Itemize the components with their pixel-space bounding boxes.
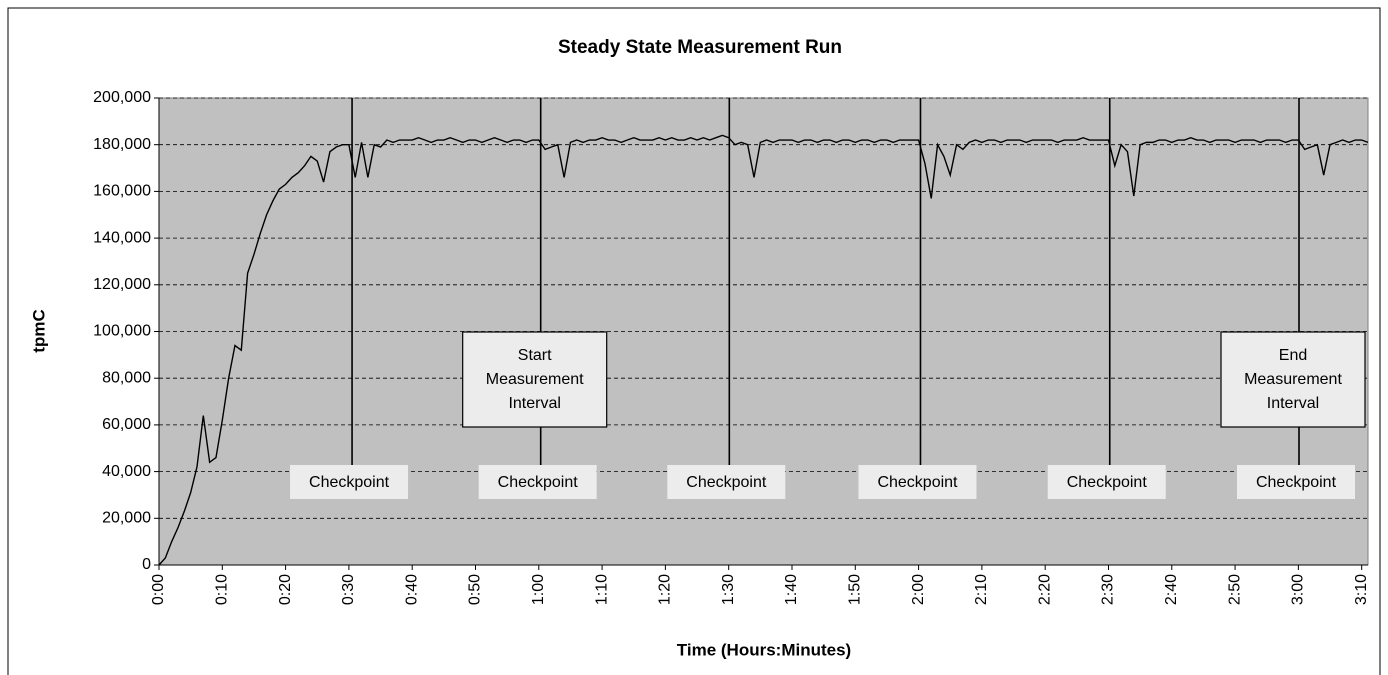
y-tick-label: 120,000 — [93, 276, 151, 293]
x-tick-label: 0:40 — [403, 574, 420, 605]
y-tick-label: 0 — [142, 556, 151, 573]
x-tick-label: 3:00 — [1290, 574, 1307, 605]
y-tick-label: 180,000 — [93, 136, 151, 153]
x-tick-label: 0:30 — [340, 574, 357, 605]
annotation-text: Interval — [1267, 395, 1319, 412]
x-tick-label: 0:50 — [467, 574, 484, 605]
y-tick-label: 200,000 — [93, 89, 151, 106]
y-tick-label: 40,000 — [102, 463, 151, 480]
x-tick-label: 2:00 — [910, 574, 927, 605]
checkpoint-label: Checkpoint — [1256, 474, 1337, 491]
series-line — [158, 134, 1369, 566]
annotation-text: End — [1279, 347, 1307, 364]
x-tick-label: 2:20 — [1036, 574, 1053, 605]
y-tick-label: 100,000 — [93, 323, 151, 340]
checkpoint-label: Checkpoint — [686, 474, 767, 491]
x-tick-label: 1:30 — [720, 574, 737, 605]
x-tick-label: 1:20 — [657, 574, 674, 605]
checkpoint-box — [667, 465, 786, 499]
checkpoint-box — [1237, 465, 1356, 499]
annotation-text: Measurement — [486, 371, 584, 388]
x-tick-label: 1:00 — [530, 574, 547, 605]
x-tick-label: 2:10 — [973, 574, 990, 605]
x-tick-label: 2:30 — [1100, 574, 1117, 605]
y-tick-label: 80,000 — [102, 369, 151, 386]
x-tick-label: 0:00 — [150, 574, 167, 605]
checkpoint-label: Checkpoint — [1067, 474, 1148, 491]
x-axis-label: Time (Hours:Minutes) — [677, 640, 851, 659]
y-tick-label: 160,000 — [93, 183, 151, 200]
x-tick-label: 1:40 — [783, 574, 800, 605]
checkpoint-box — [290, 465, 409, 499]
y-tick-label: 20,000 — [102, 510, 151, 527]
annotation-text: Start — [518, 347, 552, 364]
x-tick-label: 0:10 — [214, 574, 231, 605]
annotation-text: Measurement — [1244, 371, 1342, 388]
x-tick-label: 0:20 — [277, 574, 294, 605]
checkpoint-label: Checkpoint — [877, 474, 958, 491]
checkpoint-label: Checkpoint — [498, 474, 579, 491]
annotation-box — [1220, 331, 1366, 428]
y-tick-label: 140,000 — [93, 229, 151, 246]
x-tick-label: 1:50 — [847, 574, 864, 605]
checkpoint-label: Checkpoint — [309, 474, 390, 491]
y-axis-label: tpmC — [29, 309, 48, 352]
x-tick-label: 3:10 — [1353, 574, 1370, 605]
y-tick-label: 60,000 — [102, 416, 151, 433]
chart-title: Steady State Measurement Run — [558, 37, 842, 58]
checkpoint-box — [858, 465, 977, 499]
x-tick-label: 2:50 — [1226, 574, 1243, 605]
x-tick-label: 2:40 — [1163, 574, 1180, 605]
annotation-text: Interval — [508, 395, 560, 412]
annotation-box — [462, 331, 608, 428]
x-tick-label: 1:10 — [593, 574, 610, 605]
checkpoint-box — [478, 465, 597, 499]
checkpoint-box — [1047, 465, 1166, 499]
